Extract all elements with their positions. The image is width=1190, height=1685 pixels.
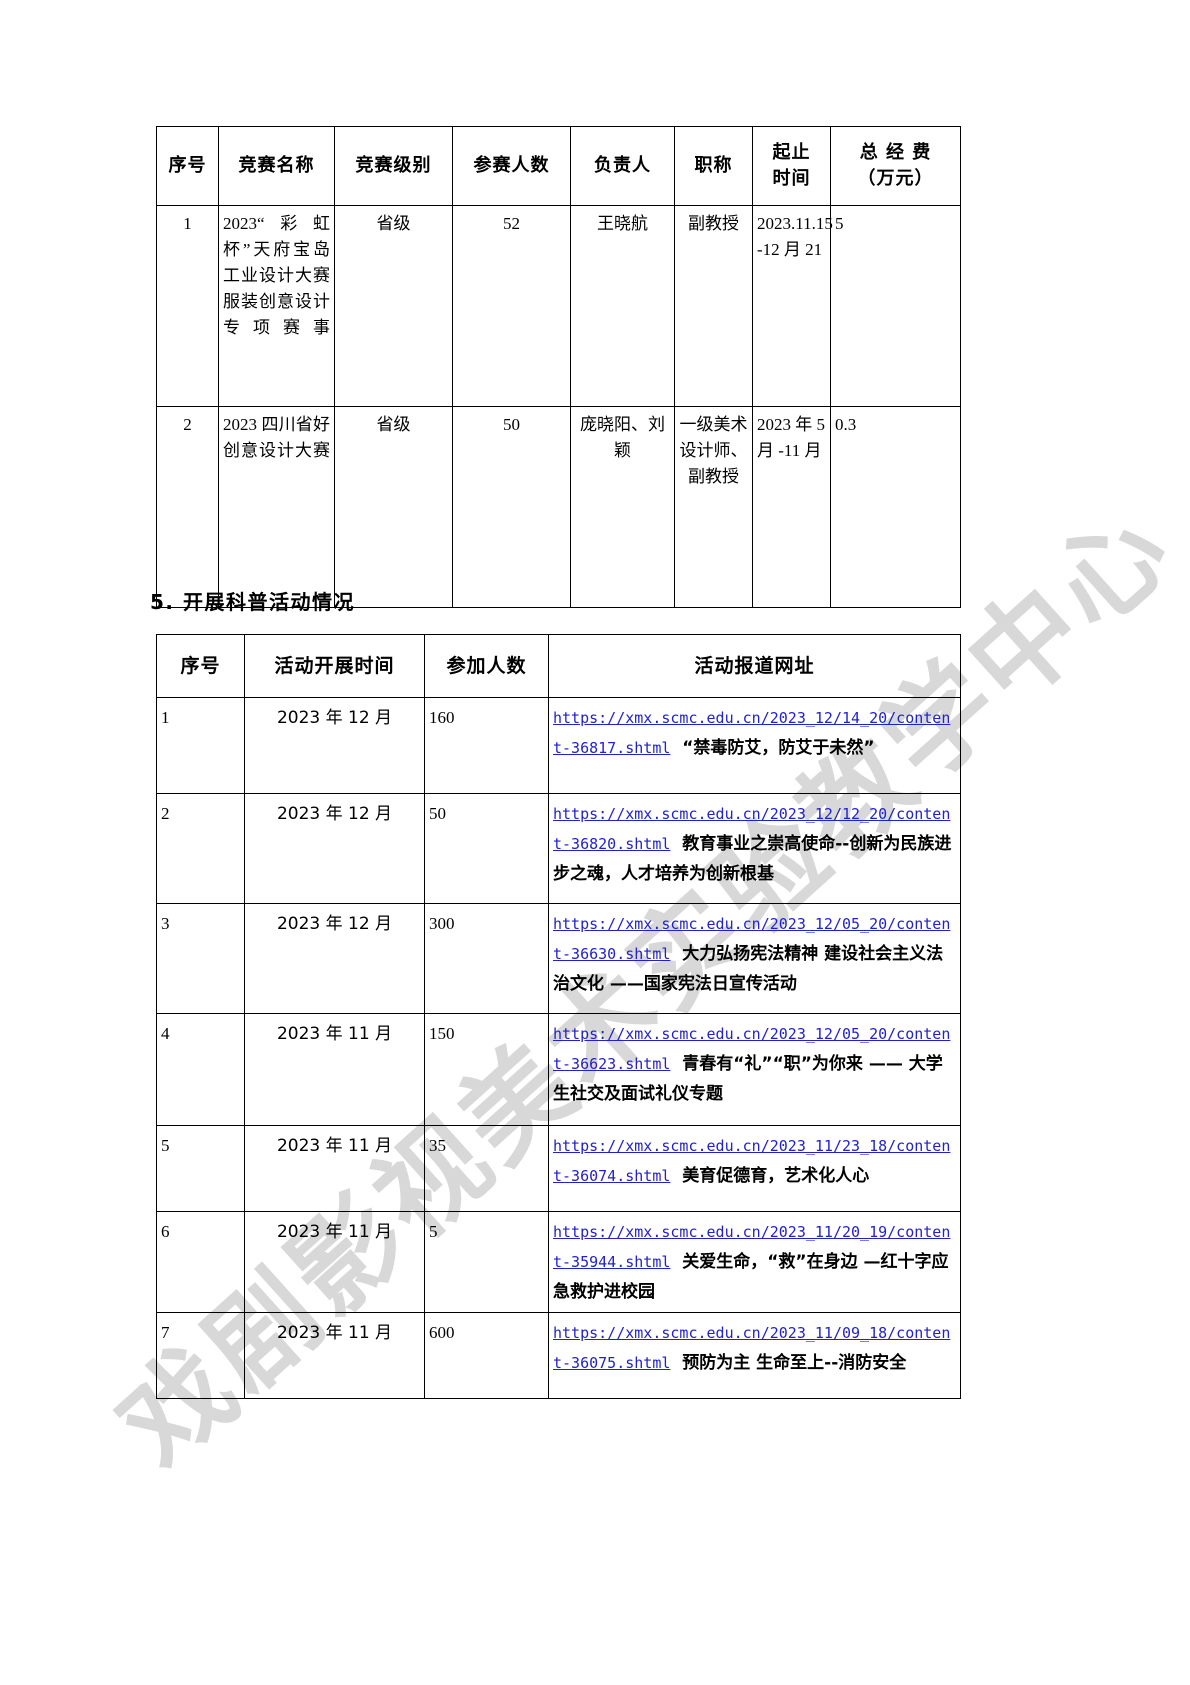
- activity-description: 青春有“礼”“职”为你来 —— 大学生社交及面试礼仪专题: [553, 1054, 943, 1104]
- cell-index: 3: [156, 903, 245, 1014]
- table-header-row: 序号 竞赛名称 竞赛级别 参赛人数 负责人 职称 起止 时间 总 经 费 （万元…: [156, 126, 961, 206]
- table-row: 3 2023 年 12 月 300 https://xmx.scmc.edu.cn/2…: [156, 903, 961, 1014]
- col-header-funding: 总 经 费 （万元）: [830, 126, 961, 206]
- activity-report-link[interactable]: https://xmx.scmc.edu.cn/2023_11/20_19/co…: [553, 1223, 951, 1271]
- cell-activity-report: https://xmx.scmc.edu.cn/2023_12/05_20/co…: [548, 1013, 961, 1126]
- cell-participants: 600: [424, 1312, 549, 1399]
- activity-description: 教育事业之崇高使命--创新为民族进步之魂，人才培养为创新根基: [553, 834, 952, 884]
- col-header-funding-line2: （万元）: [857, 168, 934, 189]
- cell-index: 5: [156, 1125, 245, 1212]
- col-header-date: 活动开展时间: [244, 634, 425, 698]
- cell-date: 2023 年 11 月: [244, 1211, 425, 1313]
- col-header-name: 竞赛名称: [218, 126, 335, 206]
- table-row: 5 2023 年 11 月 35 https://xmx.scmc.edu.cn/20…: [156, 1125, 961, 1212]
- competition-table: 序号 竞赛名称 竞赛级别 参赛人数 负责人 职称 起止 时间 总 经 费 （万元…: [156, 126, 961, 608]
- table-row: 6 2023 年 11 月 5 https://xmx.scmc.edu.cn/202…: [156, 1211, 961, 1313]
- table-row: 2 2023 年 12 月 50 https://xmx.scmc.edu.cn/20…: [156, 793, 961, 904]
- cell-funding: 5: [830, 205, 961, 407]
- col-header-period-line1: 起止: [772, 142, 811, 163]
- cell-leader: 庞晓阳、刘颖: [570, 406, 675, 608]
- table-row: 4 2023 年 11 月 150 https://xmx.scmc.edu.cn/2…: [156, 1013, 961, 1126]
- activity-description: 关爱生命，“救”在身边 —红十字应急救护进校园: [553, 1252, 949, 1302]
- col-header-index: 序号: [156, 126, 219, 206]
- table-row: 7 2023 年 11 月 600 https://xmx.scmc.edu.cn/2…: [156, 1312, 961, 1399]
- cell-date: 2023 年 11 月: [244, 1013, 425, 1126]
- cell-period: 2023 年 5 月 -11 月: [752, 406, 831, 608]
- cell-index: 2: [156, 406, 219, 608]
- cell-index: 7: [156, 1312, 245, 1399]
- cell-funding: 0.3: [830, 406, 961, 608]
- cell-activity-report: https://xmx.scmc.edu.cn/2023_11/09_18/co…: [548, 1312, 961, 1399]
- cell-title: 一级美术设计师、副教授: [674, 406, 753, 608]
- activity-description: 美育促德育，艺术化人心: [670, 1166, 870, 1186]
- cell-participants: 50: [452, 406, 571, 608]
- col-header-funding-line1: 总 经 费: [859, 142, 932, 163]
- table-row: 1 2023“彩虹杯”天府宝岛工业设计大赛服装创意设计专项赛事 省级 52 王晓…: [156, 205, 961, 407]
- cell-participants: 35: [424, 1125, 549, 1212]
- cell-date: 2023 年 11 月: [244, 1125, 425, 1212]
- cell-participants: 300: [424, 903, 549, 1014]
- cell-participants: 50: [424, 793, 549, 904]
- cell-level: 省级: [334, 205, 453, 407]
- activity-description: 预防为主 生命至上--消防安全: [670, 1353, 907, 1373]
- cell-period: 2023.11.15 -12 月 21: [752, 205, 833, 407]
- cell-activity-report: https://xmx.scmc.edu.cn/2023_12/12_20/co…: [548, 793, 961, 904]
- cell-index: 2: [156, 793, 245, 904]
- cell-name: 2023 四川省好创意设计大赛: [218, 406, 335, 608]
- activity-report-link[interactable]: https://xmx.scmc.edu.cn/2023_11/23_18/co…: [553, 1137, 951, 1185]
- cell-participants: 52: [452, 205, 571, 407]
- cell-activity-report: https://xmx.scmc.edu.cn/2023_12/14_20/co…: [548, 697, 961, 794]
- cell-date: 2023 年 11 月: [244, 1312, 425, 1399]
- cell-participants: 160: [424, 697, 549, 794]
- activity-report-link[interactable]: https://xmx.scmc.edu.cn/2023_12/05_20/co…: [553, 1025, 951, 1073]
- col-header-url: 活动报道网址: [548, 634, 961, 698]
- col-header-participants: 参加人数: [424, 634, 549, 698]
- cell-activity-report: https://xmx.scmc.edu.cn/2023_12/05_20/co…: [548, 903, 961, 1014]
- table-row: 2 2023 四川省好创意设计大赛 省级 50 庞晓阳、刘颖 一级美术设计师、副…: [156, 406, 961, 608]
- col-header-leader: 负责人: [570, 126, 675, 206]
- activity-description: “禁毒防艾，防艾于未然”: [670, 738, 875, 758]
- activity-report-link[interactable]: https://xmx.scmc.edu.cn/2023_12/14_20/co…: [553, 709, 951, 757]
- col-header-period-line2: 时间: [772, 168, 811, 189]
- table-row: 1 2023 年 12 月 160 https://xmx.scmc.edu.cn/2…: [156, 697, 961, 794]
- cell-date: 2023 年 12 月: [244, 903, 425, 1014]
- col-header-level: 竞赛级别: [334, 126, 453, 206]
- cell-leader: 王晓航: [570, 205, 675, 407]
- table-header-row: 序号 活动开展时间 参加人数 活动报道网址: [156, 634, 961, 698]
- cell-participants: 150: [424, 1013, 549, 1126]
- activity-report-link[interactable]: https://xmx.scmc.edu.cn/2023_11/09_18/co…: [553, 1324, 951, 1372]
- cell-index: 1: [156, 205, 219, 407]
- cell-activity-report: https://xmx.scmc.edu.cn/2023_11/20_19/co…: [548, 1211, 961, 1313]
- cell-activity-report: https://xmx.scmc.edu.cn/2023_11/23_18/co…: [548, 1125, 961, 1212]
- cell-index: 1: [156, 697, 245, 794]
- cell-title: 副教授: [674, 205, 753, 407]
- activity-table: 序号 活动开展时间 参加人数 活动报道网址 1 2023 年 12 月 160 htt…: [156, 634, 961, 1399]
- col-header-index: 序号: [156, 634, 245, 698]
- cell-date: 2023 年 12 月: [244, 697, 425, 794]
- col-header-title: 职称: [674, 126, 753, 206]
- col-header-period: 起止 时间: [752, 126, 831, 206]
- activity-report-link[interactable]: https://xmx.scmc.edu.cn/2023_12/05_20/co…: [553, 915, 951, 963]
- cell-index: 6: [156, 1211, 245, 1313]
- cell-participants: 5: [424, 1211, 549, 1313]
- activity-description: 大力弘扬宪法精神 建设社会主义法治文化 ——国家宪法日宣传活动: [553, 944, 944, 994]
- section-heading: 5. 开展科普活动情况: [150, 590, 355, 614]
- cell-level: 省级: [334, 406, 453, 608]
- cell-index: 4: [156, 1013, 245, 1126]
- activity-report-link[interactable]: https://xmx.scmc.edu.cn/2023_12/12_20/co…: [553, 805, 951, 853]
- col-header-participants: 参赛人数: [452, 126, 571, 206]
- cell-name: 2023“彩虹杯”天府宝岛工业设计大赛服装创意设计专项赛事: [218, 205, 335, 407]
- cell-date: 2023 年 12 月: [244, 793, 425, 904]
